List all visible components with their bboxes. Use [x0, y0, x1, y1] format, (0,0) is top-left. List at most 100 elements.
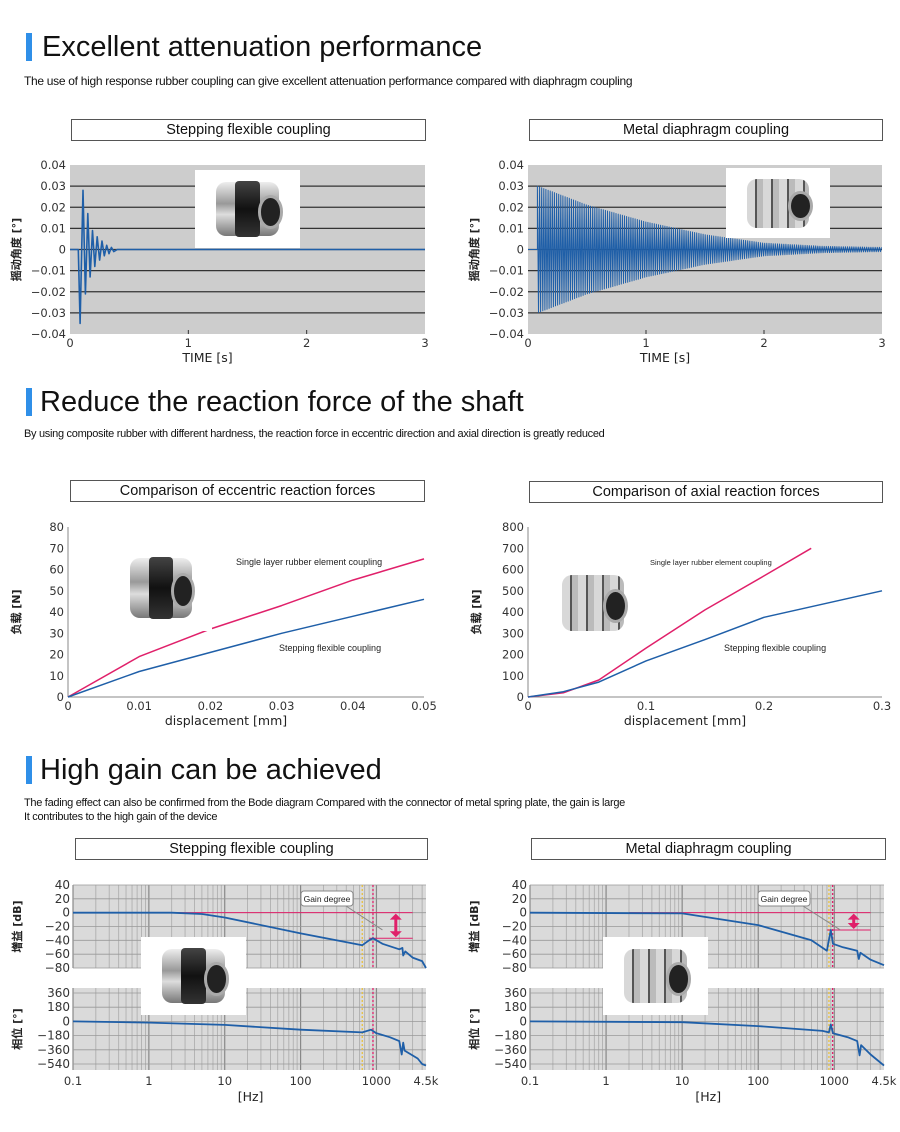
y-tick-label: 800	[502, 520, 524, 534]
y-tick-label: 100	[502, 669, 524, 683]
x-tick-label: 1	[642, 336, 649, 350]
x-tick-label: 1000	[820, 1074, 849, 1088]
section-title: High gain can be achieved	[40, 754, 382, 786]
phase-line	[529, 1020, 885, 1067]
y-tick-label: −540	[494, 1057, 527, 1071]
y-tick-label: 180	[504, 1000, 527, 1014]
x-tick-label: 1	[145, 1074, 152, 1088]
y-tick-label: 20	[512, 892, 527, 906]
y-tick-label: −80	[45, 961, 70, 975]
callout-box	[757, 890, 811, 907]
y-tick-label: 50	[49, 584, 64, 598]
x-tick-label: 4.5k	[414, 1074, 439, 1088]
y-tick-label: −60	[45, 947, 70, 961]
y-tick-label: 30	[49, 626, 64, 640]
arrow-head-icon	[389, 931, 402, 938]
chart-title: Metal diaphragm coupling	[531, 838, 886, 860]
y-tick-label: 0.02	[40, 200, 66, 214]
chart-title: Stepping flexible coupling	[75, 838, 428, 860]
x-tick-label: 0.05	[411, 699, 437, 713]
x-tick-label: 0.2	[755, 699, 773, 713]
metal-diaphragm-coupling-photo	[603, 937, 708, 1015]
y-tick-label: 0	[519, 1014, 527, 1028]
y-tick-label: 300	[502, 626, 524, 640]
x-axis-label: TIME [s]	[639, 350, 690, 365]
x-tick-label: 0	[524, 336, 531, 350]
y-tick-label: 180	[47, 1000, 70, 1014]
x-tick-label: 0.3	[873, 699, 891, 713]
y-tick-label: 0	[62, 906, 70, 920]
y-tick-label: −80	[502, 961, 527, 975]
x-tick-label: 100	[290, 1074, 312, 1088]
y-tick-label: 20	[55, 892, 70, 906]
y-tick-label: 0.04	[40, 158, 66, 172]
section-subtitle: The use of high response rubber coupling…	[24, 74, 633, 88]
x-tick-label: 10	[217, 1074, 232, 1088]
section-subtitle: The fading effect can also be confirmed …	[24, 797, 625, 809]
series-label: Single layer rubber element coupling	[650, 558, 772, 567]
x-axis-label: displacement [mm]	[165, 713, 287, 728]
x-tick-label: 0.1	[637, 699, 655, 713]
series-line	[527, 590, 883, 698]
series-label: Stepping flexible coupling	[724, 643, 826, 653]
rubber-coupling-photo	[141, 937, 246, 1015]
y-tick-label: −180	[37, 1029, 70, 1043]
y-tick-label: −360	[37, 1043, 70, 1057]
y-tick-label: 0.02	[498, 200, 524, 214]
y-axis-label: 摇动角度 [°]	[467, 218, 481, 281]
section-accent-bar	[26, 756, 32, 784]
y-tick-label: −0.01	[31, 264, 66, 278]
phase-line	[72, 1020, 427, 1067]
y-tick-label: −60	[502, 947, 527, 961]
callout-label: Gain degree	[761, 894, 808, 904]
y-tick-label: 0.03	[40, 179, 66, 193]
chart-title: Comparison of eccentric reaction forces	[70, 480, 425, 502]
y-tick-label: 0	[519, 906, 527, 920]
callout-label: Gain degree	[304, 894, 351, 904]
y-tick-label: 700	[502, 541, 524, 555]
y-tick-label: 0.04	[498, 158, 524, 172]
gain-line	[73, 911, 427, 969]
metal-diaphragm-coupling-photo	[541, 563, 645, 643]
y-tick-label: 0.01	[498, 221, 524, 235]
y-tick-label: −20	[502, 920, 527, 934]
arrow-head-icon	[847, 913, 860, 920]
x-tick-label: 0	[524, 699, 531, 713]
x-tick-label: 1000	[362, 1074, 391, 1088]
series-label: Single layer rubber element coupling	[236, 557, 382, 567]
metal-diaphragm-coupling-photo	[726, 168, 830, 238]
x-tick-label: 0	[64, 699, 71, 713]
y-tick-label: −0.01	[489, 264, 524, 278]
x-tick-label: 4.5k	[872, 1074, 897, 1088]
y-tick-label: 80	[49, 520, 64, 534]
response-line	[528, 185, 882, 313]
y-tick-label: 20	[49, 648, 64, 662]
y-tick-label: 40	[49, 605, 64, 619]
x-axis-label: displacement [mm]	[624, 713, 746, 728]
x-tick-label: 0.02	[198, 699, 224, 713]
section-subtitle: By using composite rubber with different…	[24, 428, 605, 440]
chart-title: Metal diaphragm coupling	[529, 119, 883, 141]
x-tick-label: 3	[421, 336, 428, 350]
y-tick-label: 0.01	[40, 221, 66, 235]
y-tick-label: −360	[494, 1043, 527, 1057]
arrow-head-icon	[389, 913, 402, 920]
y-tick-label: 360	[504, 986, 527, 1000]
x-tick-label: 0.03	[269, 699, 295, 713]
y-axis-label: 摇动角度 [°]	[9, 218, 23, 281]
y-tick-label: −0.04	[489, 327, 524, 341]
x-tick-label: 0.01	[126, 699, 152, 713]
y-tick-label: 360	[47, 986, 70, 1000]
y-tick-label: 0	[62, 1014, 70, 1028]
x-tick-label: 2	[760, 336, 767, 350]
y-tick-label: −20	[45, 920, 70, 934]
y-tick-label: −0.02	[31, 285, 66, 299]
chart-title: Stepping flexible coupling	[71, 119, 426, 141]
x-tick-label: 3	[878, 336, 885, 350]
x-tick-label: 2	[303, 336, 310, 350]
x-tick-label: 0	[66, 336, 73, 350]
y-tick-label: −0.03	[489, 306, 524, 320]
y-axis-label: 增益 [dB]	[467, 900, 481, 952]
y-tick-label: −40	[45, 933, 70, 947]
